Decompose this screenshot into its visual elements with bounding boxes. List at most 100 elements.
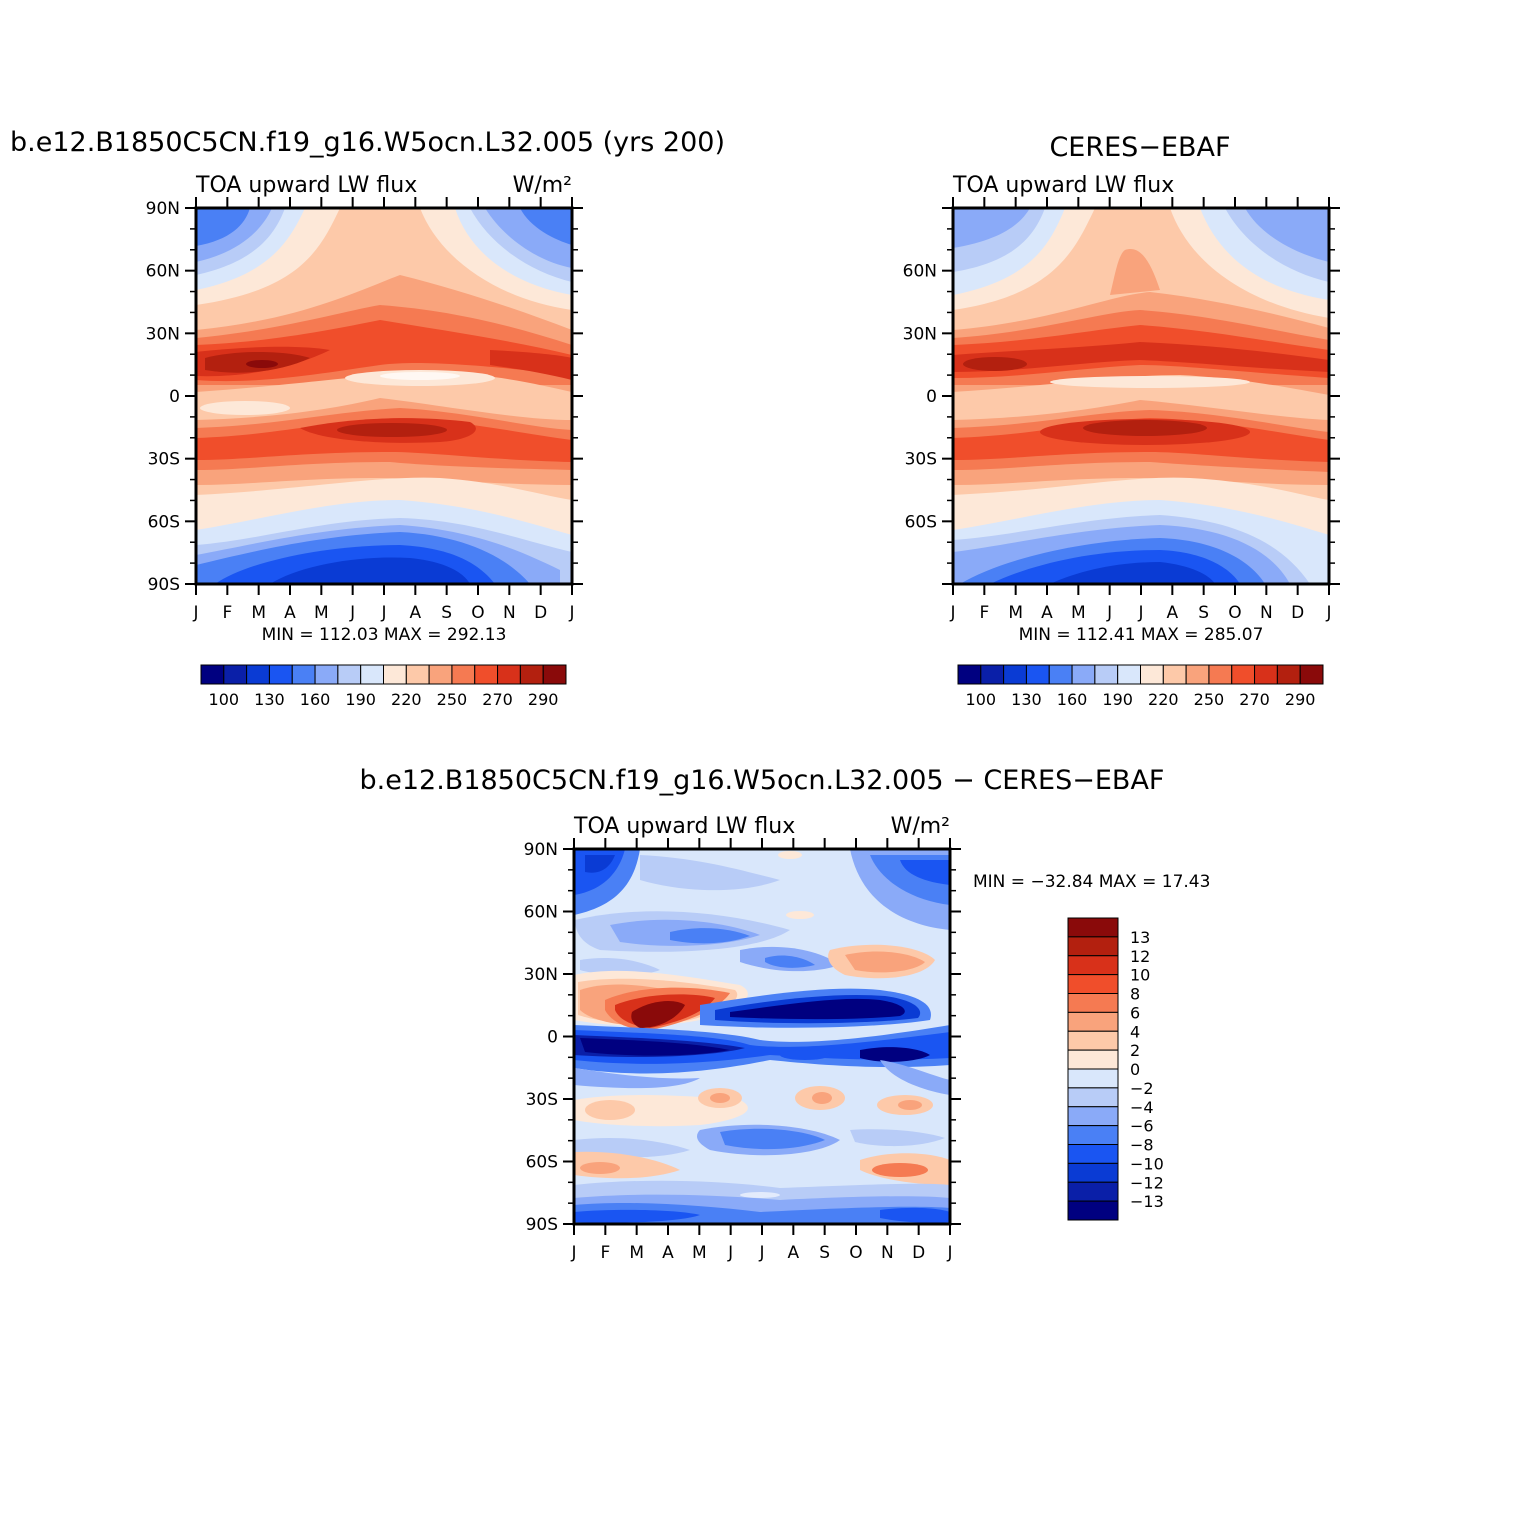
y-tick-label: 60S <box>905 512 937 532</box>
y-tick-label: 30N <box>146 324 180 344</box>
x-tick-label: J <box>568 603 574 623</box>
colorbar-box <box>1140 664 1164 685</box>
panel-title: b.e12.B1850C5CN.f19_g16.W5ocn.L32.005 (y… <box>10 127 725 158</box>
colorbar-label: 13 <box>1130 928 1150 947</box>
colorbar-box <box>246 664 270 685</box>
colorbar-label: −2 <box>1130 1079 1154 1098</box>
colorbar-label: 220 <box>1148 690 1179 709</box>
colorbar-label: 12 <box>1130 947 1150 966</box>
colorbar-box <box>200 664 225 685</box>
colorbar-box <box>1003 664 1027 685</box>
y-tick-label: 60S <box>526 1153 558 1173</box>
colorbar-box <box>1067 1181 1119 1202</box>
colorbar-label: 8 <box>1130 985 1140 1004</box>
colorbar-label: −4 <box>1130 1098 1154 1117</box>
x-tick-label: J <box>727 1243 733 1263</box>
x-tick-label: A <box>1167 603 1179 623</box>
x-tick-label: S <box>441 603 452 623</box>
x-tick-label: J <box>349 603 355 623</box>
panel-obs: CERES−EBAF TOA upward LW flux <box>903 132 1340 709</box>
colorbar-box <box>337 664 362 685</box>
min-max-label: MIN = 112.03 MAX = 292.13 <box>262 625 507 645</box>
x-tick-label: N <box>503 603 516 623</box>
colorbar-box <box>1067 1162 1119 1183</box>
contour-field <box>196 208 572 584</box>
colorbar-box <box>1025 664 1050 685</box>
y-tick-label: 60N <box>903 262 937 282</box>
x-tick-label: J <box>1137 603 1143 623</box>
colorbar-label: 10 <box>1130 966 1150 985</box>
colorbar-box <box>497 664 521 685</box>
x-tick-label: M <box>629 1243 644 1263</box>
colorbar-box <box>980 664 1005 685</box>
y-tick-label: 90N <box>524 840 558 860</box>
colorbar-box <box>1067 1200 1119 1221</box>
colorbar-label: 130 <box>1011 690 1042 709</box>
y-tick-label: 90N <box>146 199 180 219</box>
colorbar-box <box>957 664 982 685</box>
y-tick-label: 0 <box>547 1028 558 1048</box>
colorbar-box <box>519 664 544 685</box>
colorbar-label: 160 <box>1057 690 1088 709</box>
colorbar-label: −10 <box>1130 1154 1164 1173</box>
colorbar-label: 130 <box>254 690 285 709</box>
colorbar-box <box>1067 1087 1119 1108</box>
colorbar-label: 290 <box>1285 690 1316 709</box>
variable-label: TOA upward LW flux <box>952 173 1174 198</box>
x-tick-label: M <box>314 603 329 623</box>
x-tick-label: M <box>251 603 266 623</box>
x-tick-label: A <box>788 1243 800 1263</box>
x-tick-label: A <box>284 603 296 623</box>
x-tick-label: N <box>881 1243 894 1263</box>
x-tick-label: J <box>192 603 198 623</box>
colorbar-box <box>223 664 248 685</box>
colorbar-box <box>1067 1068 1119 1089</box>
units-label: W/m² <box>891 814 950 839</box>
x-tick-label: M <box>1071 603 1086 623</box>
colorbar-label: 270 <box>482 690 513 709</box>
panel-title: b.e12.B1850C5CN.f19_g16.W5ocn.L32.005 − … <box>360 765 1165 796</box>
colorbar-label: 0 <box>1130 1060 1140 1079</box>
y-tick-label: 60N <box>146 262 180 282</box>
colorbar-box <box>1117 664 1141 685</box>
colorbar-box <box>383 664 407 685</box>
colorbar-box <box>1208 664 1233 685</box>
x-tick-label: J <box>1106 603 1112 623</box>
x-tick-label: M <box>1008 603 1023 623</box>
x-tick-label: J <box>380 603 386 623</box>
colorbar-box <box>1067 1106 1119 1127</box>
colorbar-box <box>1067 1125 1119 1145</box>
colorbar-label: −13 <box>1130 1192 1164 1211</box>
x-tick-label: A <box>410 603 422 623</box>
colorbar-box <box>1067 974 1119 994</box>
x-tick-label: A <box>662 1243 674 1263</box>
colorbar-box <box>1299 664 1324 685</box>
x-tick-label: D <box>912 1243 925 1263</box>
x-tick-label: J <box>758 1243 764 1263</box>
panel-model: b.e12.B1850C5CN.f19_g16.W5ocn.L32.005 (y… <box>10 127 725 709</box>
colorbar-box <box>360 664 384 685</box>
x-tick-label: S <box>1198 603 1209 623</box>
y-tick-label: 90S <box>148 575 180 595</box>
x-tick-label: J <box>570 1243 576 1263</box>
colorbar-box <box>1067 1049 1119 1070</box>
colorbar-box <box>1185 664 1210 685</box>
colorbar-box <box>1067 917 1119 938</box>
colorbar-box <box>314 664 339 685</box>
colorbar-box <box>1067 955 1119 976</box>
colorbar-box <box>1276 664 1301 685</box>
x-tick-label: F <box>979 603 989 623</box>
x-tick-label: J <box>949 603 955 623</box>
units-label: W/m² <box>513 173 572 198</box>
y-tick-label: 30S <box>148 450 180 470</box>
x-tick-label: O <box>471 603 484 623</box>
colorbar-label: 100 <box>209 690 240 709</box>
colorbar-box <box>474 664 499 685</box>
x-tick-label: O <box>849 1243 862 1263</box>
x-tick-label: F <box>222 603 232 623</box>
colorbar-box <box>1162 664 1187 685</box>
colorbar-label: −12 <box>1130 1173 1164 1192</box>
colorbar-box <box>268 664 293 685</box>
y-tick-label: 30N <box>524 965 558 985</box>
